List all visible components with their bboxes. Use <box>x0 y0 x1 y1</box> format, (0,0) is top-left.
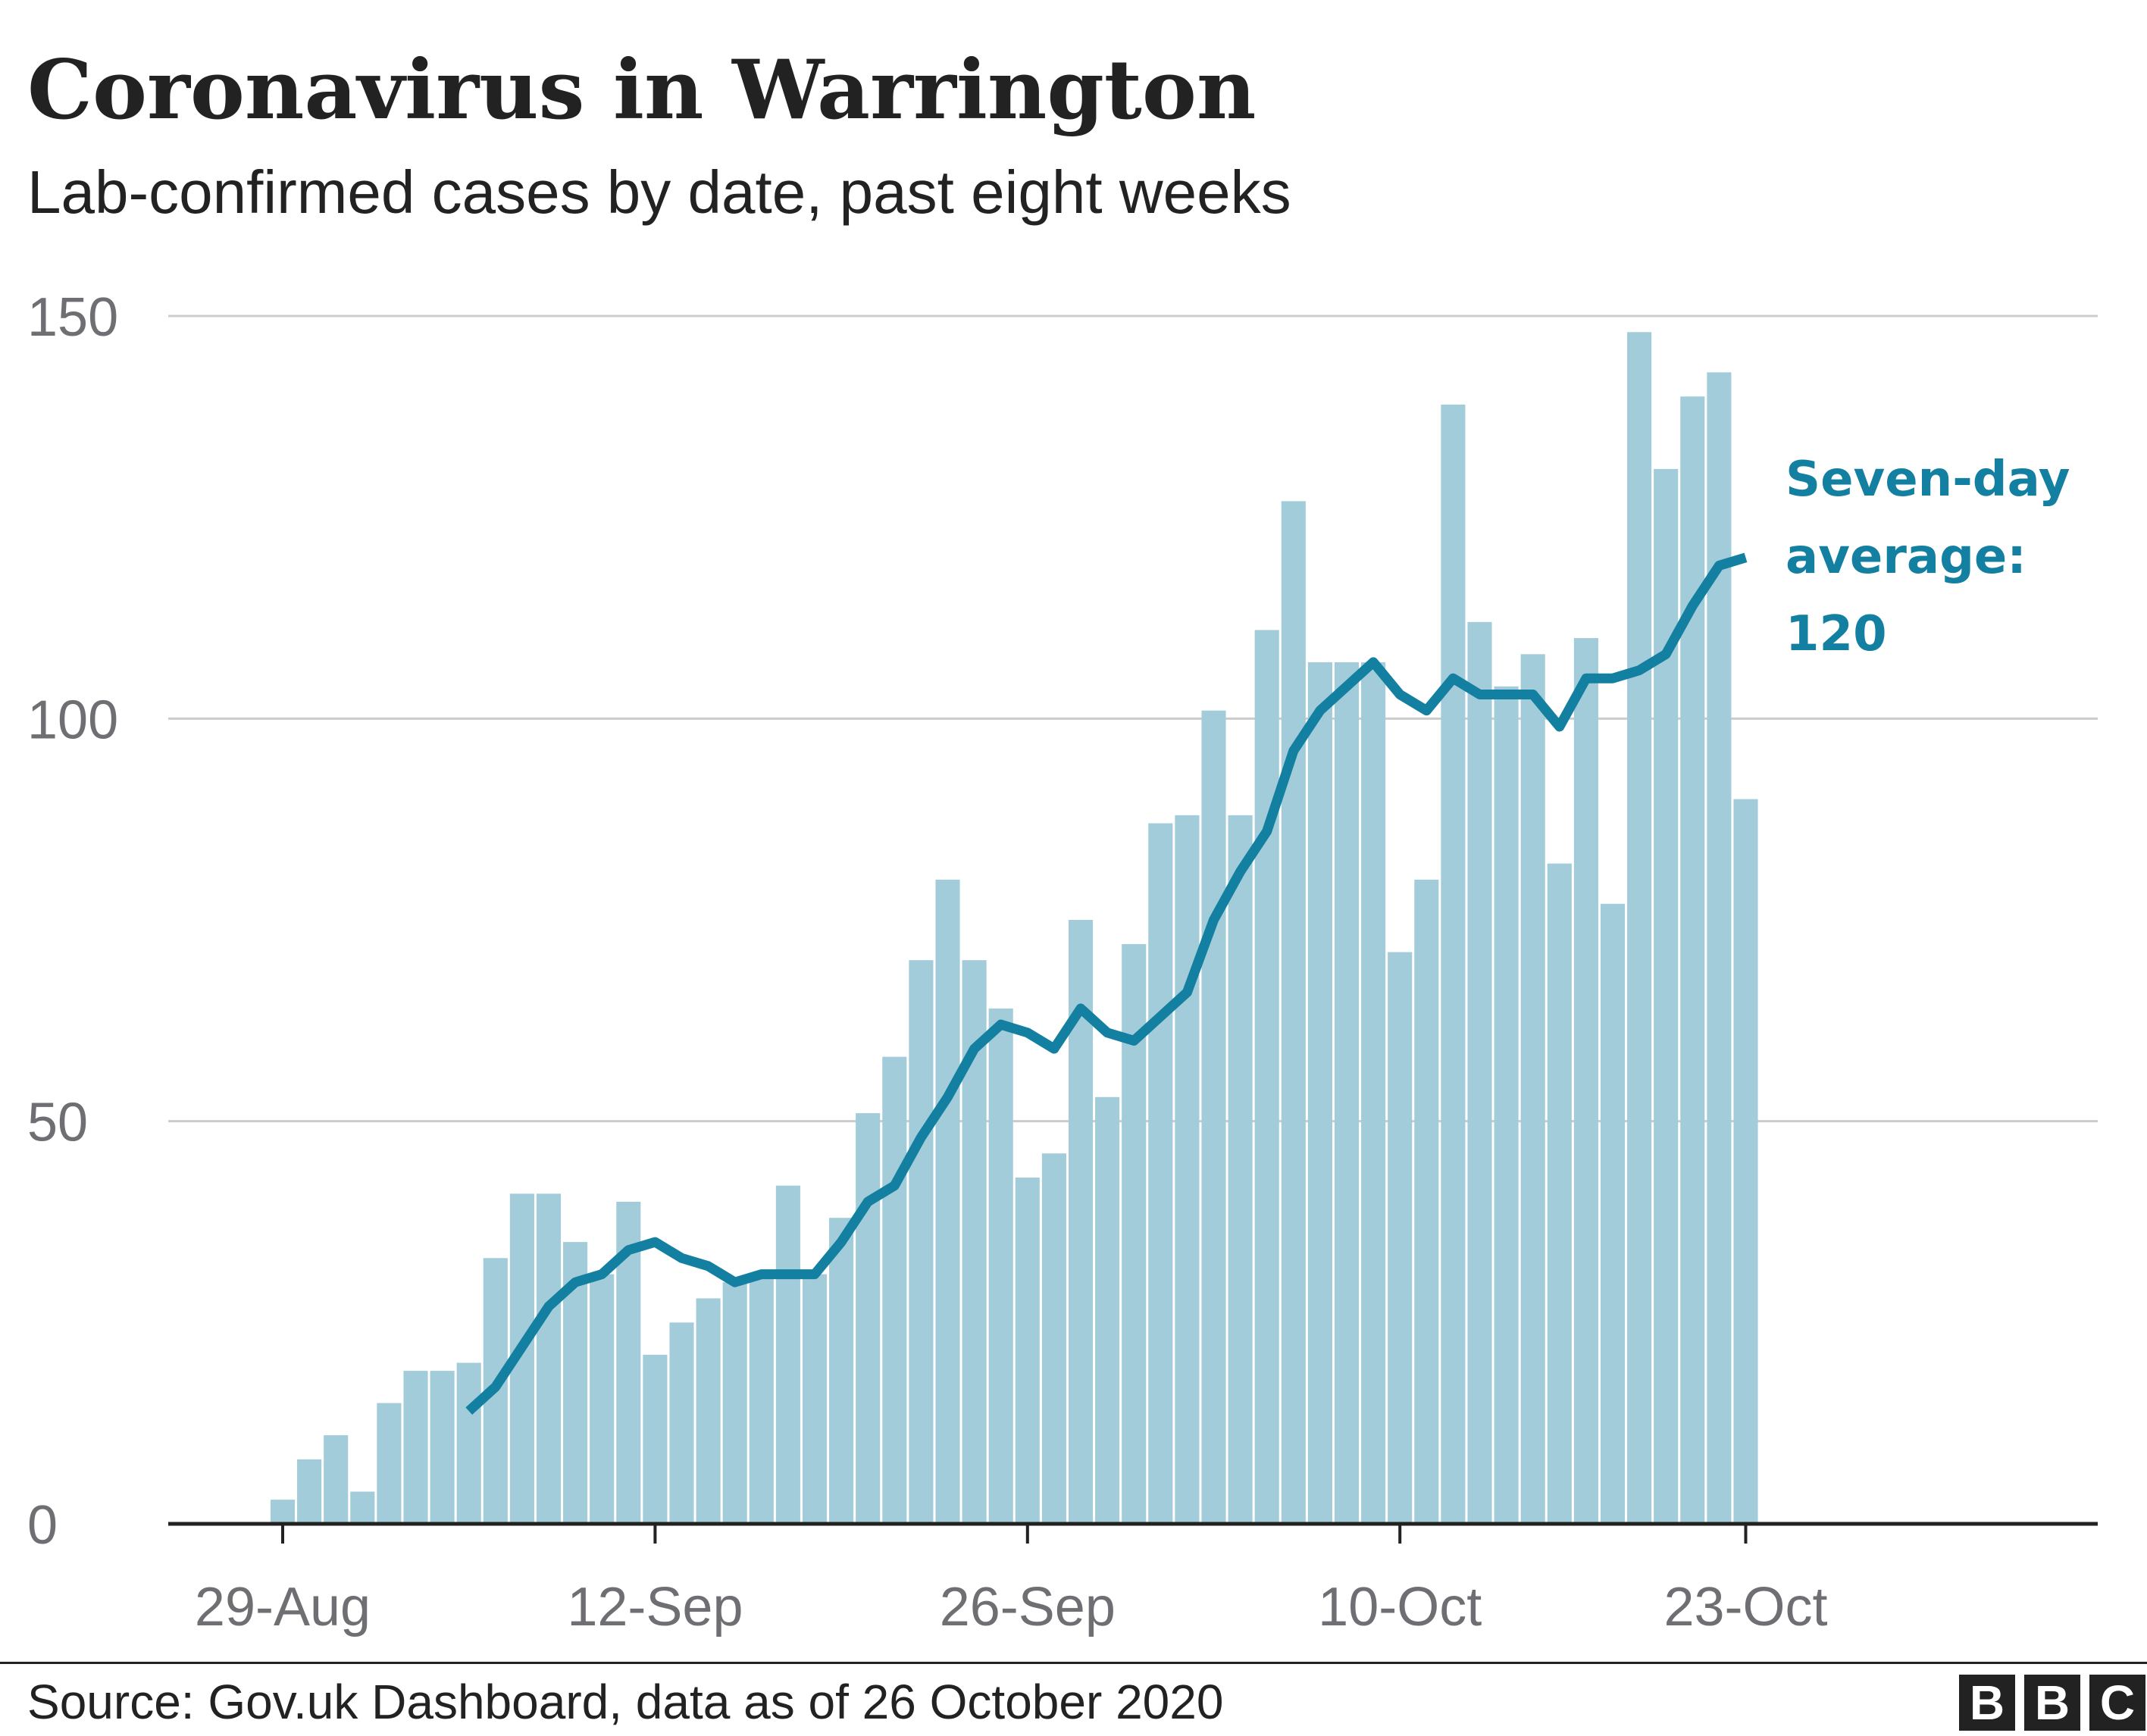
case-bar <box>1334 662 1360 1524</box>
annotation-line: Seven-day <box>1786 452 2070 508</box>
case-bar <box>270 1500 296 1524</box>
daily-case-bars <box>270 332 1758 1525</box>
case-bar <box>536 1193 562 1524</box>
case-bar <box>1680 396 1705 1525</box>
case-bar <box>1388 952 1413 1524</box>
case-bar <box>1467 621 1492 1524</box>
case-bar <box>297 1459 322 1524</box>
chart-subtitle: Lab-confirmed cases by date, past eight … <box>27 158 1291 226</box>
chart-title: Coronavirus in Warrington <box>27 42 1257 138</box>
y-tick-label: 150 <box>27 287 118 348</box>
seven-day-average-line <box>465 552 1748 1415</box>
case-bar <box>935 879 960 1524</box>
case-bar <box>775 1185 800 1524</box>
case-bar <box>456 1362 481 1524</box>
case-bar <box>1600 903 1626 1524</box>
bbc-logo-letter: B <box>2024 1675 2080 1731</box>
case-bar <box>1654 468 1679 1524</box>
case-bar <box>669 1322 694 1524</box>
case-bar <box>696 1298 721 1524</box>
case-bar <box>377 1403 402 1524</box>
case-bar <box>324 1435 349 1524</box>
case-bar <box>1494 686 1519 1524</box>
case-bar <box>350 1491 375 1524</box>
case-bar <box>590 1274 615 1524</box>
case-bar <box>1573 638 1598 1524</box>
case-bar <box>1281 501 1306 1524</box>
case-bar <box>856 1113 881 1524</box>
case-bar <box>722 1282 747 1524</box>
average-annotation: Seven-day average: 120 <box>1786 452 2070 662</box>
bbc-logo-letter: B <box>1959 1675 2015 1731</box>
case-bar <box>1228 815 1253 1524</box>
source-note: Source: Gov.uk Dashboard, data as of 26 … <box>27 1675 1224 1729</box>
x-axis-ticks: 29-Aug 12-Sep 26-Sep 10-Oct 23-Oct <box>195 1524 1828 1637</box>
case-bar <box>1015 1178 1040 1524</box>
case-bar <box>430 1371 455 1524</box>
case-bar <box>1520 654 1545 1524</box>
case-bar <box>1441 404 1466 1524</box>
case-bar <box>643 1354 668 1524</box>
case-bar <box>1733 799 1758 1524</box>
case-bar <box>909 960 934 1524</box>
case-bar <box>1201 710 1226 1524</box>
y-tick-label: 50 <box>27 1093 88 1153</box>
x-tick-label: 26-Sep <box>940 1577 1116 1637</box>
case-bar <box>749 1274 774 1524</box>
cases-chart: 0 50 100 150 29-Aug 12-Sep 26-Sep 10-Oct 23-Oct… <box>27 287 2098 1637</box>
case-bar <box>403 1371 428 1524</box>
x-tick-label: 29-Aug <box>195 1577 371 1637</box>
case-bar <box>1547 863 1572 1524</box>
case-bar <box>1175 815 1200 1524</box>
case-bar <box>1254 630 1279 1525</box>
bbc-logo-letter: C <box>2089 1675 2145 1731</box>
case-bar <box>1627 332 1652 1525</box>
bbc-logo: B B C <box>1959 1675 2145 1731</box>
x-tick-label: 23-Oct <box>1663 1577 1827 1637</box>
x-tick-label: 10-Oct <box>1318 1577 1482 1637</box>
case-bar <box>829 1218 854 1524</box>
case-bar <box>1414 879 1439 1524</box>
x-tick-label: 12-Sep <box>567 1577 743 1637</box>
case-bar <box>1707 372 1732 1524</box>
case-bar <box>988 1008 1013 1524</box>
y-tick-label: 0 <box>27 1495 58 1556</box>
case-bar <box>1148 823 1173 1524</box>
gridlines: 0 50 100 150 <box>27 287 2098 1556</box>
case-bar <box>1041 1153 1066 1524</box>
y-tick-label: 100 <box>27 690 118 750</box>
footer-rule <box>0 1662 2147 1664</box>
case-bar <box>802 1274 828 1524</box>
case-bar <box>1095 1096 1120 1524</box>
annotation-line: 120 <box>1786 606 1887 662</box>
case-bar <box>1361 662 1386 1524</box>
case-bar <box>882 1056 907 1524</box>
case-bar <box>1307 662 1332 1524</box>
average-line-path <box>465 552 1748 1415</box>
annotation-line: average: <box>1786 529 2027 585</box>
